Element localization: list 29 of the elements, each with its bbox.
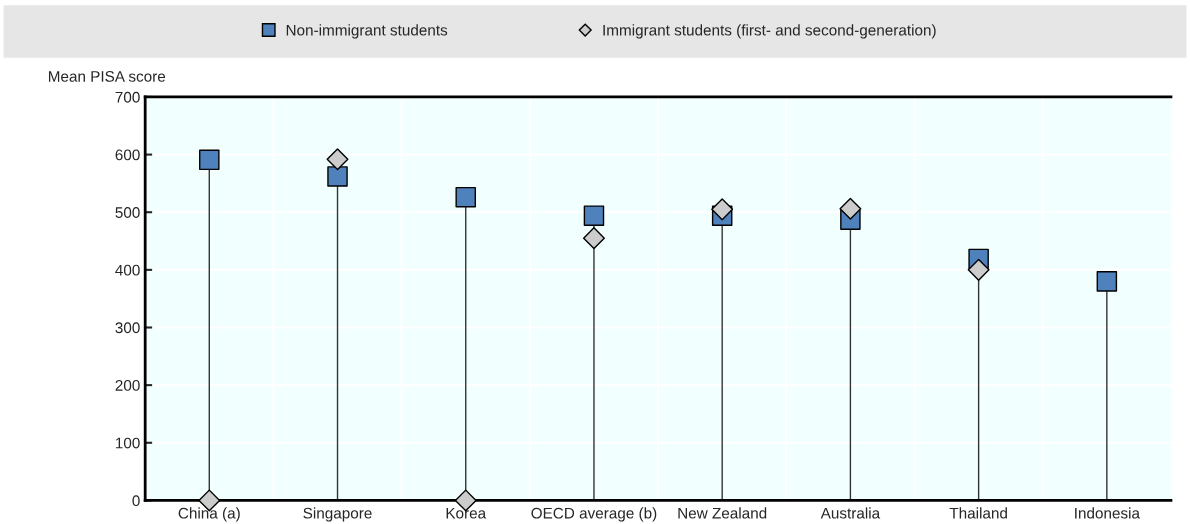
- x-tick-label: China (a): [178, 507, 240, 522]
- point: [326, 148, 349, 171]
- y-tick-label: 100: [116, 437, 140, 449]
- point: [967, 258, 990, 281]
- point: [582, 227, 605, 250]
- x-tick-label: Australia: [820, 507, 881, 519]
- point: [327, 166, 348, 187]
- legend-label: Immigrant students (first- and second-generation): [603, 24, 936, 39]
- y-tick-label: 400: [115, 264, 140, 276]
- y-tick-label: 0: [132, 495, 140, 507]
- point: [711, 198, 734, 221]
- point: [839, 197, 862, 220]
- point: [583, 205, 605, 226]
- x-tick-label: Korea: [446, 507, 487, 519]
- y-tick-label: 300: [115, 322, 140, 334]
- x-tick-label: New Zealand: [678, 507, 767, 519]
- legend-label: Non-immigrant students: [286, 24, 448, 39]
- point: [455, 186, 477, 208]
- y-tick-label: 200: [115, 380, 140, 391]
- y-tick-label: 500: [115, 207, 140, 218]
- y-tick-label: 700: [115, 91, 140, 103]
- x-tick-label: Indonesia: [1075, 507, 1140, 519]
- point: [1096, 271, 1118, 292]
- y-axis-title: Mean PISA score: [48, 71, 166, 82]
- x-tick-label: Singapore: [303, 507, 372, 522]
- point: [199, 149, 220, 171]
- x-tick-label: OECD average (b): [531, 507, 657, 522]
- y-tick-label: 600: [115, 149, 140, 161]
- x-tick-label: Thailand: [949, 507, 1007, 519]
